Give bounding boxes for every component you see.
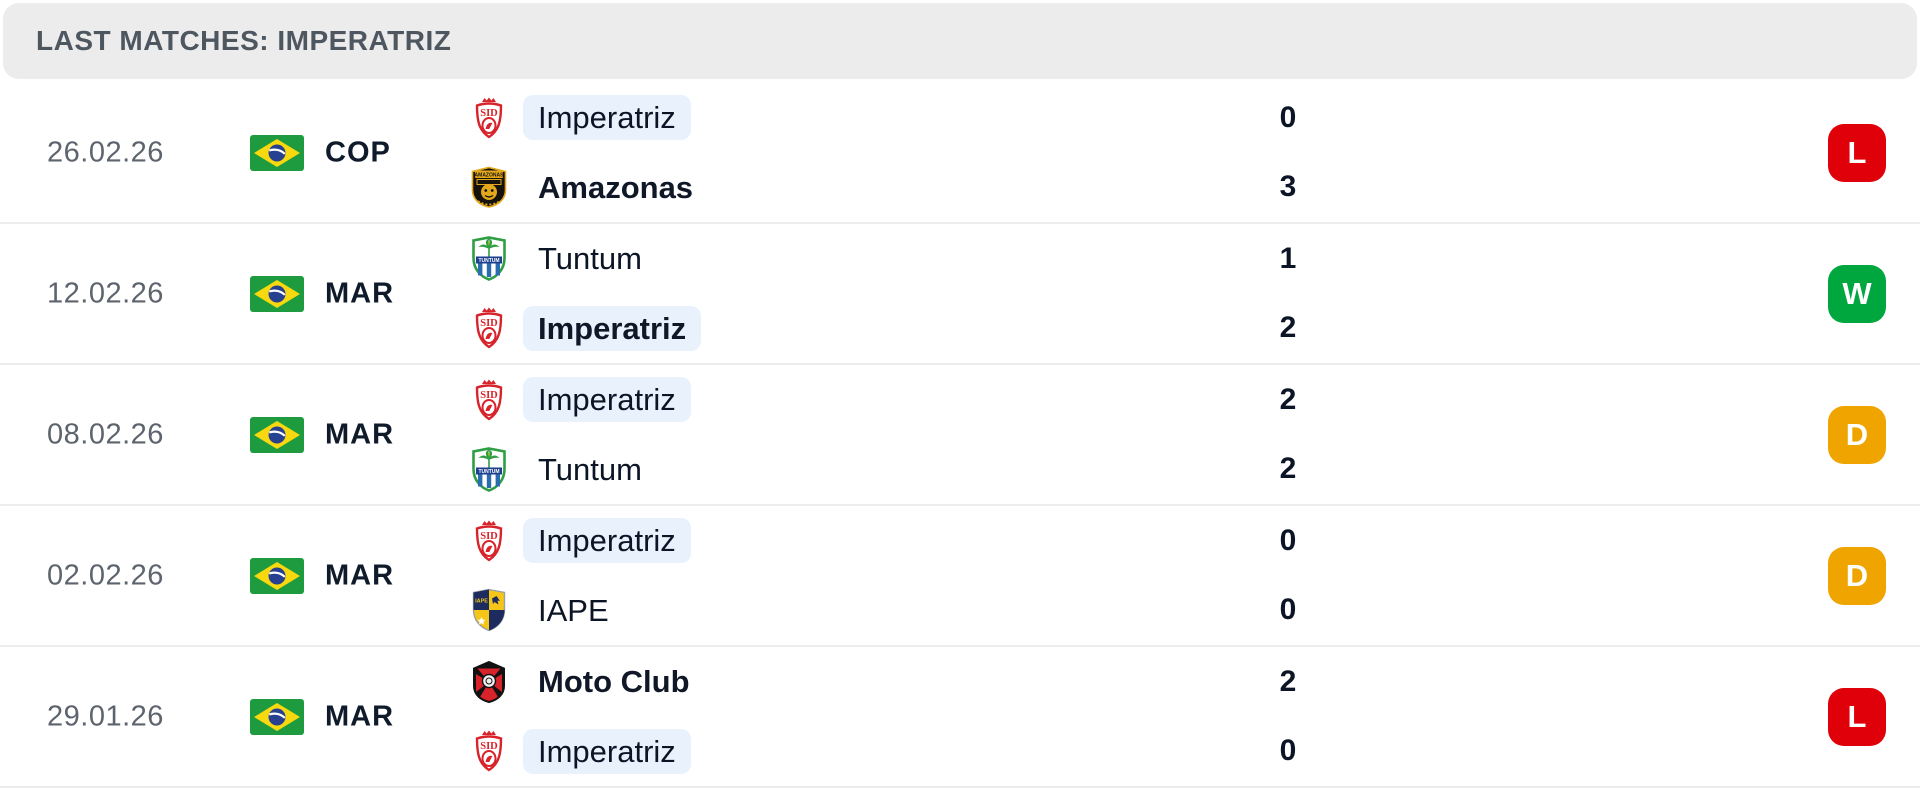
team-logo-slot: AMAZONAS <box>470 163 508 211</box>
team-score: 0 <box>1279 100 1297 134</box>
team-score: 1 <box>1279 241 1297 275</box>
result-badge[interactable]: L <box>1828 687 1886 746</box>
svg-text:SID: SID <box>480 390 498 401</box>
team-logo-slot: SID <box>470 304 508 352</box>
team-line: SID Imperatriz 0 <box>0 83 1920 153</box>
svg-text:SID: SID <box>480 108 498 119</box>
team-score: 2 <box>1279 664 1297 698</box>
svg-text:AMAZONAS: AMAZONAS <box>475 173 505 179</box>
imperatriz-logo-icon: SID <box>475 379 503 421</box>
svg-text:IAPE: IAPE <box>475 599 488 605</box>
team-logo-slot: TUNTUM <box>470 445 508 493</box>
team-name[interactable]: Imperatriz <box>523 305 702 351</box>
team-name[interactable]: Tuntum <box>538 451 642 487</box>
team-name[interactable]: Imperatriz <box>523 377 691 423</box>
last-matches-title: LAST MATCHES: IMPERATRIZ <box>36 25 452 56</box>
team-name[interactable]: Amazonas <box>538 169 694 205</box>
last-matches-header: LAST MATCHES: IMPERATRIZ <box>3 3 1917 79</box>
team-name[interactable]: Imperatriz <box>523 728 691 774</box>
team-line: SID Imperatriz 2 <box>0 365 1920 435</box>
result-badge[interactable]: W <box>1828 264 1886 323</box>
team-logo-slot: SID <box>470 517 508 565</box>
match-date: 29.01.26 <box>47 700 164 732</box>
match-date: 12.02.26 <box>47 277 164 309</box>
brazil-flag-icon <box>250 557 304 594</box>
svg-text:TUNTUM: TUNTUM <box>478 469 499 475</box>
team-line: SID Imperatriz 2 <box>0 294 1920 364</box>
match-teams: TUNTUM Tuntum 1 <box>0 224 1920 363</box>
team-line: SID Imperatriz 0 <box>0 717 1920 787</box>
amazonas-logo-icon: AMAZONAS <box>471 166 507 209</box>
team-line: IAPE IAPE 0 <box>0 576 1920 646</box>
team-score: 2 <box>1279 382 1297 416</box>
match-row[interactable]: 08.02.26 MAR SID <box>0 365 1920 506</box>
svg-text:SID: SID <box>480 318 498 329</box>
match-teams: Moto Club 2 SID Imperatriz 0 <box>0 647 1920 786</box>
team-line: TUNTUM Tuntum 1 <box>0 224 1920 294</box>
match-teams: SID Imperatriz 0 IAP <box>0 506 1920 645</box>
team-score: 0 <box>1279 523 1297 557</box>
match-row[interactable]: 12.02.26 MAR TUNTU <box>0 224 1920 365</box>
imperatriz-logo-icon: SID <box>475 307 503 349</box>
result-badge[interactable]: L <box>1828 123 1886 182</box>
match-row[interactable]: 29.01.26 MAR <box>0 647 1920 788</box>
imperatriz-logo-icon: SID <box>475 520 503 562</box>
match-teams: SID Imperatriz 2 <box>0 365 1920 504</box>
team-logo-slot: SID <box>470 94 508 142</box>
team-score: 2 <box>1279 452 1297 486</box>
svg-text:TUNTUM: TUNTUM <box>478 258 499 264</box>
team-score: 0 <box>1279 593 1297 627</box>
match-teams: SID Imperatriz 0 AMAZONAS <box>0 83 1920 222</box>
result-badge[interactable]: D <box>1828 405 1886 464</box>
team-logo-slot: TUNTUM <box>470 235 508 283</box>
team-name[interactable]: Tuntum <box>538 241 642 277</box>
imperatriz-logo-icon: SID <box>475 97 503 139</box>
match-date: 26.02.26 <box>47 136 164 168</box>
team-score: 2 <box>1279 311 1297 345</box>
team-logo-slot: IAPE <box>470 586 508 634</box>
match-date: 02.02.26 <box>47 559 164 591</box>
competition-code: MAR <box>325 418 395 450</box>
competition-code: COP <box>325 136 391 168</box>
competition-code: MAR <box>325 559 395 591</box>
brazil-flag-icon <box>250 698 304 735</box>
team-name[interactable]: Moto Club <box>538 664 690 700</box>
result-badge[interactable]: D <box>1828 546 1886 605</box>
brazil-flag-icon <box>250 134 304 171</box>
moto-club-logo-icon <box>473 660 505 703</box>
team-name[interactable]: Imperatriz <box>523 95 691 141</box>
tuntum-logo-icon: TUNTUM <box>472 236 506 282</box>
match-row[interactable]: 26.02.26 COP SID <box>0 83 1920 224</box>
tuntum-logo-icon: TUNTUM <box>472 446 506 492</box>
team-score: 0 <box>1279 734 1297 768</box>
team-line: Moto Club 2 <box>0 647 1920 717</box>
team-name[interactable]: IAPE <box>538 592 609 628</box>
team-logo-slot: SID <box>470 727 508 775</box>
match-date: 08.02.26 <box>47 418 164 450</box>
svg-text:SID: SID <box>480 531 498 542</box>
iape-logo-icon: IAPE <box>472 589 506 632</box>
brazil-flag-icon <box>250 275 304 312</box>
team-logo-slot <box>470 658 508 706</box>
team-line: SID Imperatriz 0 <box>0 506 1920 576</box>
imperatriz-logo-icon: SID <box>475 730 503 772</box>
team-score: 3 <box>1279 170 1297 204</box>
competition-code: MAR <box>325 277 395 309</box>
match-row[interactable]: 02.02.26 MAR SID <box>0 506 1920 647</box>
competition-code: MAR <box>325 700 395 732</box>
matches-list: 26.02.26 COP SID <box>0 83 1920 788</box>
brazil-flag-icon <box>250 416 304 453</box>
team-line: AMAZONAS Amazonas 3 <box>0 153 1920 223</box>
team-logo-slot: SID <box>470 376 508 424</box>
svg-text:SID: SID <box>480 741 498 752</box>
team-line: TUNTUM Tuntum 2 <box>0 435 1920 505</box>
team-name[interactable]: Imperatriz <box>523 518 691 564</box>
